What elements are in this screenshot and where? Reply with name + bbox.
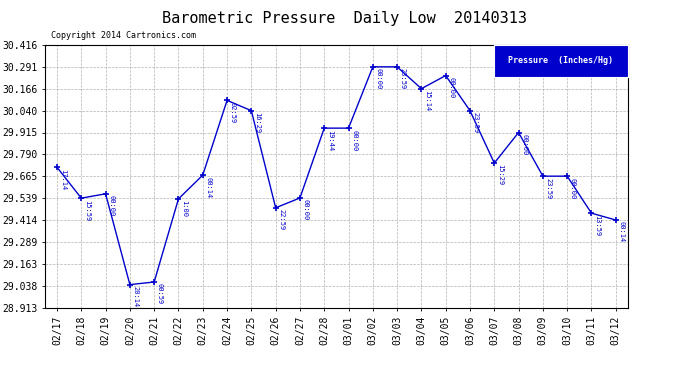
Text: 23:59: 23:59	[546, 177, 551, 199]
Text: 00:00: 00:00	[351, 129, 357, 151]
Text: 15:59: 15:59	[84, 200, 90, 221]
Text: 20:14: 20:14	[132, 286, 139, 307]
Text: 17:14: 17:14	[60, 169, 66, 190]
Text: Copyright 2014 Cartronics.com: Copyright 2014 Cartronics.com	[50, 31, 196, 40]
Text: 1:00: 1:00	[181, 200, 187, 217]
Text: 13:59: 13:59	[594, 214, 600, 236]
Text: 00:00: 00:00	[108, 195, 115, 216]
Text: 15:29: 15:29	[497, 165, 503, 186]
Text: 16:29: 16:29	[254, 112, 260, 133]
Text: 23:59: 23:59	[473, 112, 479, 133]
Text: 00:00: 00:00	[570, 177, 576, 199]
Text: 02:59: 02:59	[230, 102, 236, 123]
Text: 00:00: 00:00	[375, 68, 382, 90]
Text: Barometric Pressure  Daily Low  20140313: Barometric Pressure Daily Low 20140313	[163, 11, 527, 26]
Text: 00:00: 00:00	[522, 134, 527, 155]
Text: 00:00: 00:00	[448, 77, 455, 98]
Text: 00:14: 00:14	[206, 177, 212, 198]
Text: 00:00: 00:00	[303, 200, 308, 220]
Text: 15:14: 15:14	[424, 90, 430, 111]
Text: 00:59: 00:59	[157, 284, 163, 304]
Text: 22:59: 22:59	[279, 209, 284, 230]
Text: 00:14: 00:14	[618, 221, 624, 243]
Text: 23:59: 23:59	[400, 68, 406, 90]
Text: 19:44: 19:44	[327, 129, 333, 151]
